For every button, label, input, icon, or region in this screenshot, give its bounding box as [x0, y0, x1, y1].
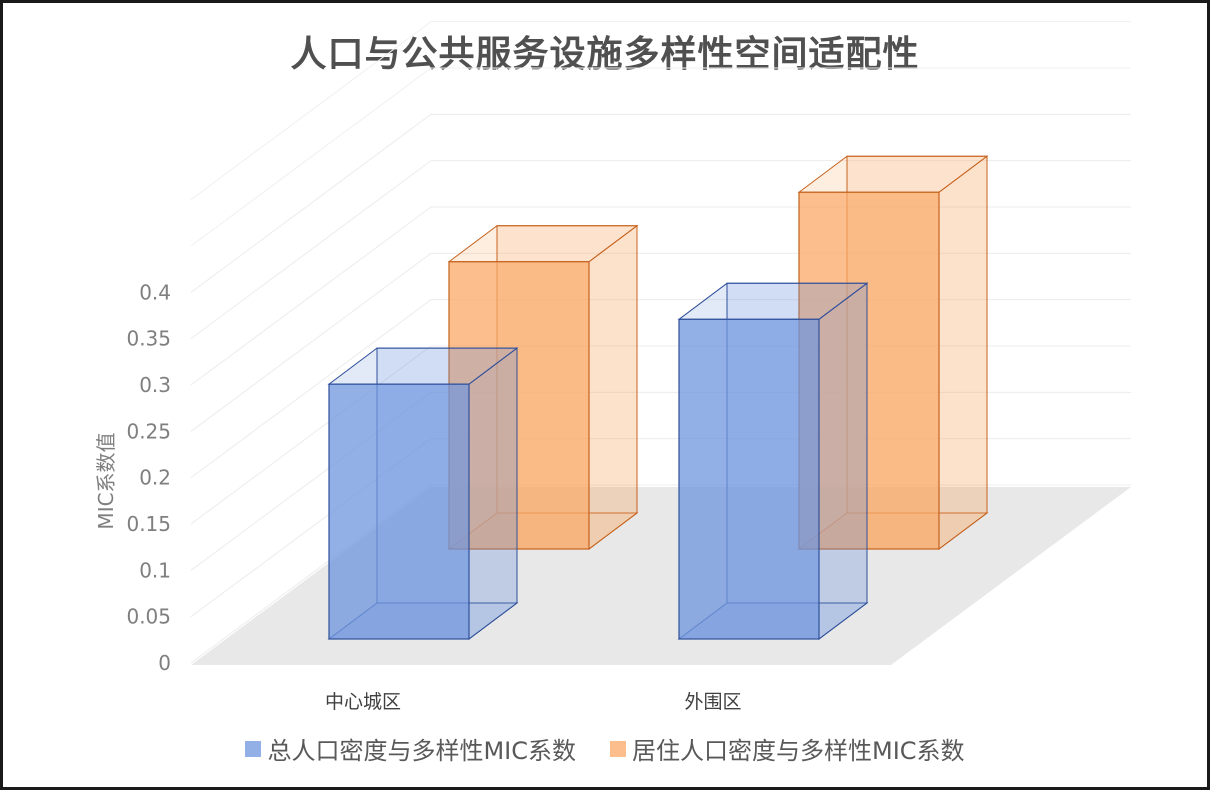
y-axis-label: MIC系数值	[94, 432, 118, 529]
gridline-side	[190, 206, 432, 386]
gridline-side	[190, 21, 432, 201]
y-tick-label: 0.2	[139, 466, 171, 490]
gridline-side	[190, 113, 432, 293]
x-category-label: 外围区	[684, 691, 741, 713]
bar-side-face	[818, 282, 868, 640]
bar-1-1	[327, 347, 519, 640]
y-tick-label: 0.25	[126, 419, 171, 443]
bar-2-1	[447, 224, 639, 550]
legend-swatch	[610, 740, 626, 757]
legend: 总人口密度与多样性MIC系数 居住人口密度与多样性MIC系数	[3, 731, 1207, 766]
legend-swatch	[245, 740, 262, 757]
bar-front-face	[678, 318, 820, 640]
y-tick-label: 0.4	[139, 280, 171, 304]
y-tick-label: 0.05	[126, 605, 171, 629]
bar-front-face	[448, 261, 590, 550]
bar-front-face	[798, 191, 940, 550]
gridline-side	[190, 160, 432, 340]
y-tick-label: 0.3	[139, 373, 171, 397]
y-tick-label: 0.1	[139, 558, 171, 582]
x-category-label: 中心城区	[325, 691, 401, 713]
gridline-side	[190, 345, 432, 525]
y-tick-label: 0.35	[126, 327, 171, 351]
bar-side-face	[588, 224, 638, 550]
gridline-side	[190, 67, 432, 247]
y-tick-label: 0	[158, 651, 171, 675]
gridline-side	[190, 299, 432, 479]
legend-label: 总人口密度与多样性MIC系数	[267, 737, 576, 765]
legend-item: 总人口密度与多样性MIC系数	[245, 731, 576, 766]
legend-label: 居住人口密度与多样性MIC系数	[632, 737, 965, 765]
bar-2-2	[797, 155, 989, 550]
gridline-side	[190, 252, 432, 432]
bar-side-face	[468, 347, 518, 640]
bar-front-face	[328, 383, 470, 640]
legend-item: 居住人口密度与多样性MIC系数	[610, 731, 965, 766]
bar-1-2	[677, 282, 869, 640]
bar-side-face	[938, 155, 988, 550]
y-tick-label: 0.15	[126, 512, 171, 536]
